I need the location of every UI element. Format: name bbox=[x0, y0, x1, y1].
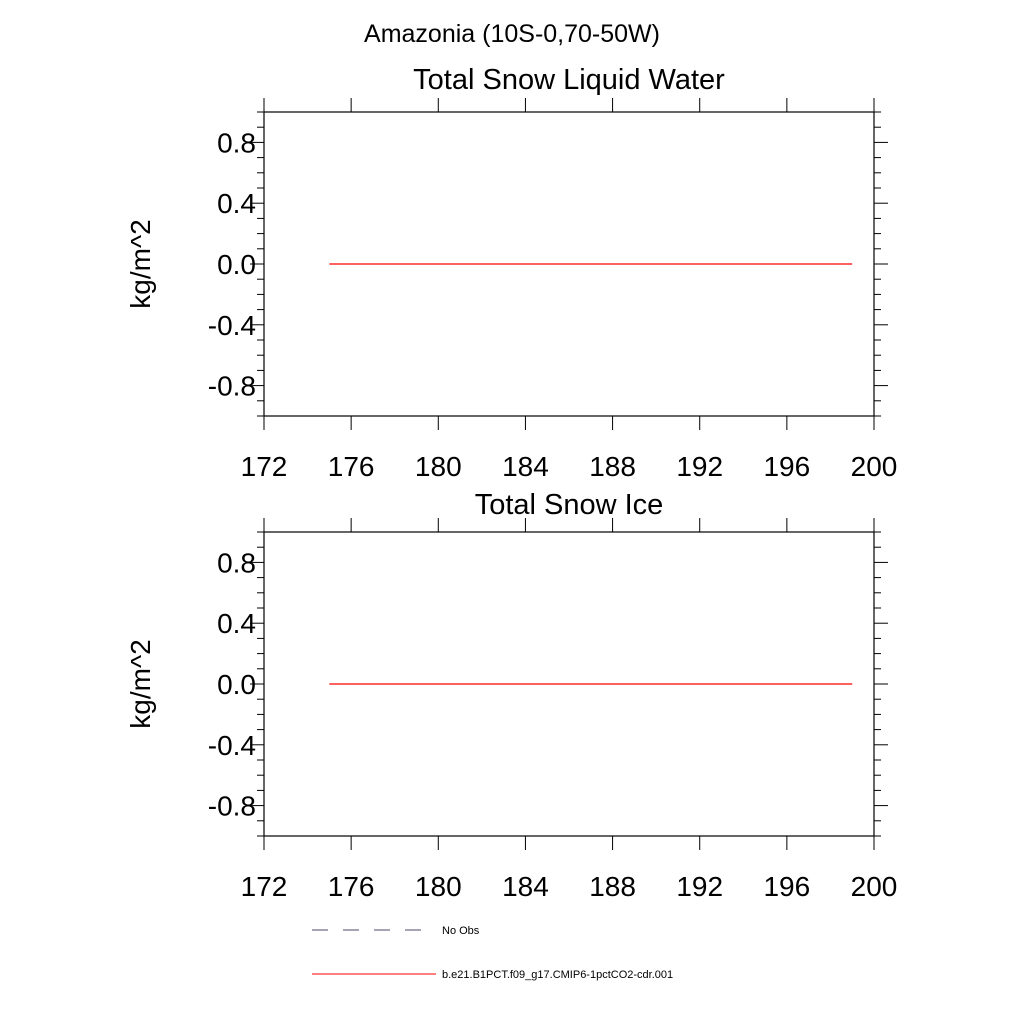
y-tick-label: 0.4 bbox=[217, 188, 256, 219]
axis-ticks: 172 176 180 184 188 192 196 200 0.8 0.4 0.0 -0.4 -0.… bbox=[208, 518, 898, 902]
y-tick-label: -0.4 bbox=[208, 310, 256, 341]
x-tick-label: 172 bbox=[241, 451, 288, 482]
x-tick-label: 180 bbox=[415, 451, 462, 482]
x-tick-label: 172 bbox=[241, 871, 288, 902]
legend-label-no-obs: No Obs bbox=[442, 925, 480, 937]
x-tick-label: 188 bbox=[589, 871, 636, 902]
y-tick-label: 0.8 bbox=[217, 127, 256, 158]
legend: No Obs b.e21.B1PCT.f09_g17.CMIP6-1pctCO2… bbox=[312, 925, 673, 981]
panel-total-snow-liquid-water: Total Snow Liquid Water kg/m^2 172 176 180… bbox=[125, 64, 897, 482]
x-tick-label: 184 bbox=[502, 451, 549, 482]
x-tick-label: 196 bbox=[763, 451, 810, 482]
y-axis-label: kg/m^2 bbox=[125, 219, 156, 308]
y-tick-label: 0.0 bbox=[217, 249, 256, 280]
x-tick-label: 176 bbox=[328, 451, 375, 482]
x-tick-label: 188 bbox=[589, 451, 636, 482]
x-tick-label: 192 bbox=[676, 871, 723, 902]
panel-total-snow-ice: Total Snow Ice kg/m^2 172 176 180 184 188 192… bbox=[125, 489, 897, 902]
y-tick-label: -0.8 bbox=[208, 371, 256, 402]
x-tick-label: 176 bbox=[328, 871, 375, 902]
x-tick-label: 184 bbox=[502, 871, 549, 902]
panel-title: Total Snow Ice bbox=[475, 489, 664, 521]
x-tick-label: 200 bbox=[851, 871, 898, 902]
axis-ticks: 172 176 180 184 188 192 196 200 0.8 0.4 0.0 -0.4 -0.… bbox=[208, 98, 898, 482]
y-tick-label: 0.0 bbox=[217, 669, 256, 700]
x-tick-label: 196 bbox=[763, 871, 810, 902]
x-tick-label: 192 bbox=[676, 451, 723, 482]
y-tick-label: -0.4 bbox=[208, 730, 256, 761]
figure-suptitle: Amazonia (10S-0,70-50W) bbox=[364, 20, 660, 48]
panel-title: Total Snow Liquid Water bbox=[413, 64, 725, 96]
y-tick-label: 0.4 bbox=[217, 608, 256, 639]
y-axis-label: kg/m^2 bbox=[125, 639, 156, 728]
x-tick-label: 200 bbox=[851, 451, 898, 482]
x-tick-label: 180 bbox=[415, 871, 462, 902]
y-tick-label: 0.8 bbox=[217, 547, 256, 578]
legend-label-model-run: b.e21.B1PCT.f09_g17.CMIP6-1pctCO2-cdr.00… bbox=[442, 969, 673, 981]
y-tick-label: -0.8 bbox=[208, 791, 256, 822]
